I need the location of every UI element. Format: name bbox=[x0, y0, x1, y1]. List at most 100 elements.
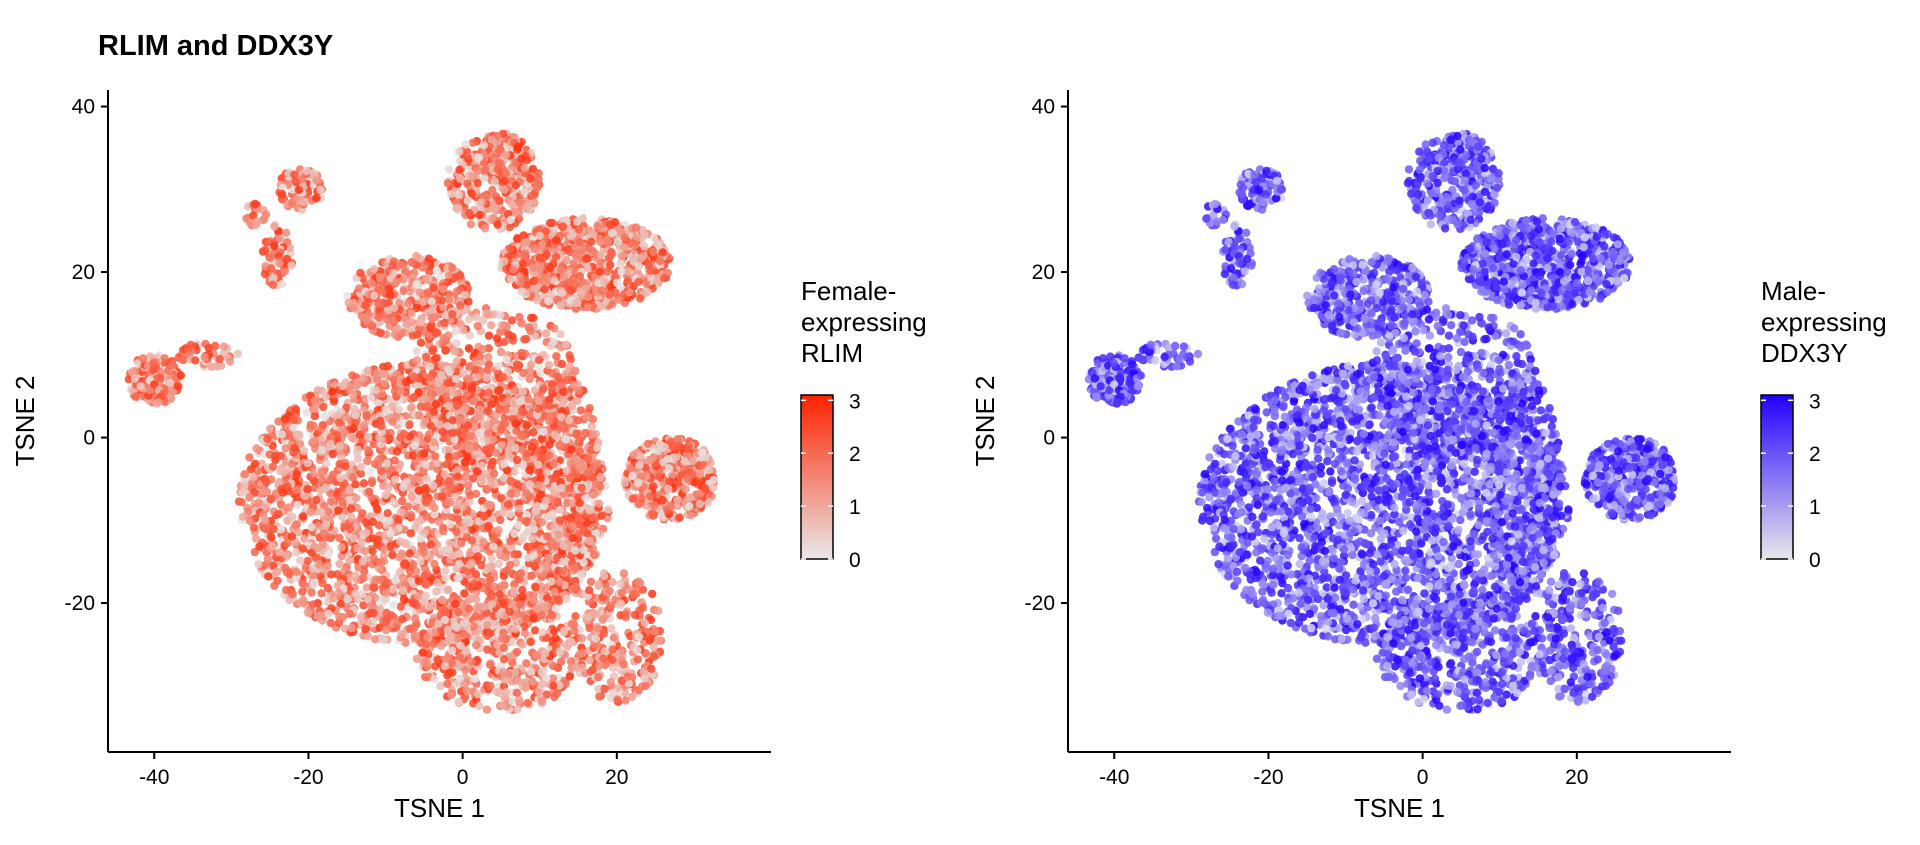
data-point bbox=[431, 452, 440, 461]
data-point bbox=[430, 503, 439, 513]
data-point bbox=[565, 484, 574, 493]
data-point bbox=[604, 505, 613, 514]
data-point bbox=[514, 520, 523, 530]
data-point bbox=[326, 497, 336, 506]
data-point bbox=[633, 646, 642, 655]
data-point bbox=[313, 544, 322, 553]
data-point bbox=[473, 412, 482, 421]
data-point bbox=[377, 634, 386, 643]
data-point bbox=[464, 582, 474, 591]
data-point bbox=[513, 455, 522, 465]
data-point bbox=[522, 449, 531, 458]
data-point bbox=[650, 652, 659, 661]
data-point bbox=[589, 550, 599, 560]
data-point bbox=[565, 416, 574, 425]
data-point bbox=[426, 540, 435, 549]
data-point bbox=[552, 688, 562, 698]
data-point bbox=[411, 614, 420, 623]
data-point bbox=[522, 488, 531, 497]
cluster-top-center bbox=[443, 129, 544, 234]
data-point bbox=[430, 559, 439, 569]
data-point bbox=[474, 429, 484, 438]
data-point bbox=[334, 506, 343, 515]
data-point bbox=[312, 495, 321, 505]
data-point bbox=[385, 434, 395, 444]
data-point bbox=[379, 545, 389, 554]
data-point bbox=[502, 397, 511, 407]
data-point bbox=[571, 546, 580, 555]
data-point bbox=[494, 525, 503, 535]
data-point bbox=[432, 354, 441, 363]
data-point bbox=[549, 681, 558, 690]
data-point bbox=[489, 534, 498, 543]
data-point bbox=[630, 610, 640, 620]
data-point bbox=[470, 674, 480, 683]
data-point bbox=[471, 612, 480, 621]
data-point bbox=[393, 620, 402, 629]
data-point bbox=[600, 684, 610, 694]
data-point bbox=[453, 514, 462, 523]
data-point bbox=[501, 552, 510, 562]
data-point bbox=[619, 660, 628, 669]
data-point bbox=[652, 276, 662, 286]
data-point bbox=[599, 654, 608, 663]
data-point bbox=[575, 513, 584, 522]
data-point bbox=[548, 218, 557, 228]
data-point bbox=[475, 701, 484, 710]
data-point bbox=[616, 579, 625, 589]
data-point bbox=[544, 451, 554, 460]
data-point bbox=[572, 663, 581, 672]
data-point bbox=[472, 640, 481, 650]
data-point bbox=[558, 567, 568, 576]
data-point bbox=[539, 384, 548, 393]
data-point bbox=[477, 474, 486, 483]
data-point bbox=[512, 647, 522, 657]
data-point bbox=[275, 548, 284, 557]
data-point bbox=[517, 154, 526, 163]
data-point bbox=[577, 634, 587, 643]
data-point bbox=[526, 637, 536, 647]
data-point bbox=[303, 485, 312, 494]
data-point bbox=[345, 524, 355, 534]
data-point bbox=[440, 661, 449, 671]
data-point bbox=[388, 417, 397, 426]
data-point bbox=[452, 527, 461, 536]
data-point bbox=[524, 395, 533, 404]
data-point bbox=[463, 147, 472, 156]
data-point bbox=[510, 467, 519, 476]
data-point bbox=[467, 657, 476, 666]
data-point bbox=[245, 493, 254, 502]
data-point bbox=[276, 467, 285, 476]
data-point bbox=[306, 508, 316, 517]
data-point bbox=[443, 378, 452, 388]
data-point bbox=[250, 459, 260, 469]
data-point bbox=[260, 487, 269, 496]
data-point bbox=[385, 516, 394, 525]
data-point bbox=[529, 313, 538, 323]
data-point bbox=[511, 624, 520, 634]
data-point bbox=[547, 537, 556, 546]
data-point bbox=[567, 638, 576, 647]
data-point bbox=[335, 533, 344, 543]
data-point bbox=[341, 413, 350, 422]
data-point bbox=[559, 387, 568, 397]
data-point bbox=[323, 550, 333, 560]
data-point bbox=[484, 563, 493, 573]
data-point bbox=[548, 385, 557, 395]
data-point bbox=[399, 586, 408, 595]
data-point bbox=[554, 530, 563, 539]
data-point bbox=[349, 424, 358, 433]
data-point bbox=[337, 543, 346, 552]
data-point bbox=[621, 610, 630, 619]
data-point bbox=[522, 334, 531, 344]
data-point bbox=[309, 580, 318, 590]
data-point bbox=[608, 578, 617, 587]
data-point bbox=[605, 586, 614, 596]
data-point bbox=[414, 592, 423, 601]
data-point bbox=[557, 412, 566, 422]
data-point bbox=[383, 614, 392, 624]
data-point bbox=[292, 430, 301, 439]
data-point bbox=[406, 484, 416, 494]
data-point bbox=[502, 566, 511, 576]
data-point bbox=[512, 688, 521, 697]
